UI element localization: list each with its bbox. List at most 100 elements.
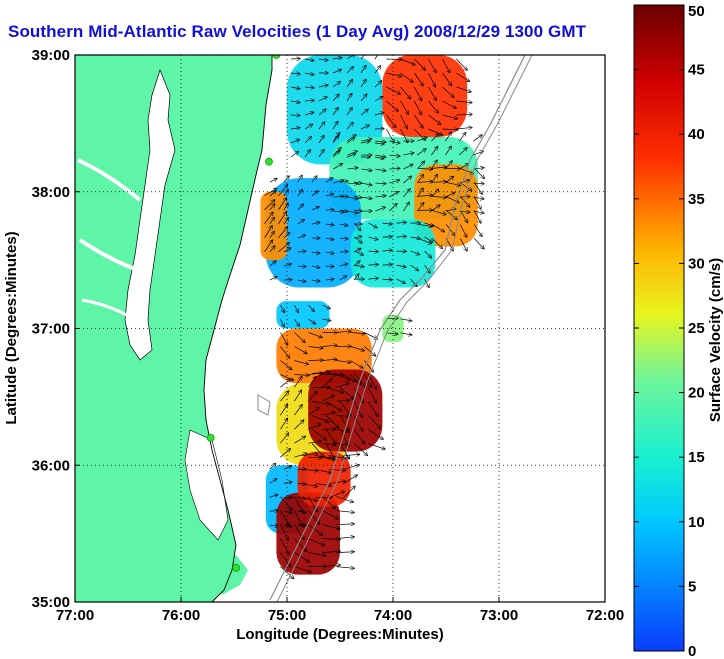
velocity-arrow <box>432 167 446 168</box>
radar-stations <box>206 52 281 572</box>
velocity-arrow <box>400 128 407 143</box>
y-axis-label: Latitude (Degrees:Minutes) <box>3 231 20 424</box>
velocity-arrow <box>346 108 352 116</box>
y-tick-label: 39:00 <box>32 47 70 64</box>
velocity-arrow <box>364 332 377 339</box>
velocity-arrow <box>389 192 398 198</box>
velocity-arrow <box>336 567 354 569</box>
velocity-arrow <box>311 207 319 211</box>
velocity-arrow <box>308 376 315 388</box>
velocity-arrow <box>360 94 367 102</box>
velocity-arrow <box>280 318 284 327</box>
velocity-arrow <box>340 373 356 382</box>
velocity-arrow <box>459 180 469 184</box>
velocity-arrow <box>389 168 399 169</box>
velocity-arrow <box>294 332 305 343</box>
velocity-arrow <box>280 449 290 458</box>
velocity-arrow <box>322 551 340 552</box>
velocity-arrow <box>312 401 330 405</box>
velocity-arrow <box>445 210 457 219</box>
velocity-arrow <box>322 379 332 388</box>
radar-station-marker[interactable] <box>272 52 281 59</box>
velocity-arrow <box>325 415 339 429</box>
velocity-arrow <box>374 96 383 102</box>
velocity-arrow <box>325 238 334 240</box>
velocity-arrow <box>339 443 349 459</box>
velocity-arrow <box>312 415 328 423</box>
velocity-arrow <box>459 133 465 142</box>
velocity-arrow <box>339 276 347 281</box>
x-tick-label: 75:00 <box>268 607 306 624</box>
velocity-arrow <box>304 112 314 116</box>
velocity-arrow <box>283 218 289 225</box>
velocity-arrow <box>308 332 322 338</box>
velocity-arrow <box>473 196 481 209</box>
velocity-arrow <box>343 465 359 470</box>
velocity-arrow <box>308 552 325 556</box>
velocity-arrow <box>386 114 395 127</box>
velocity-arrow <box>280 496 292 510</box>
velocity-arrow <box>361 183 371 185</box>
colorbar-tick-label: 35 <box>688 191 705 208</box>
velocity-arrow <box>301 470 318 471</box>
velocity-arrow <box>339 210 348 211</box>
velocity-arrow <box>280 304 284 312</box>
isobath-shoal <box>257 394 271 416</box>
velocity-arrow <box>354 222 361 230</box>
velocity-arrow <box>318 59 328 60</box>
velocity-arrow <box>325 194 334 196</box>
velocity-arrow <box>322 319 330 321</box>
chesapeake-bay <box>124 68 176 361</box>
velocity-arrow <box>382 265 392 266</box>
velocity-arrow <box>297 280 306 281</box>
velocity-arrow <box>339 238 348 239</box>
velocity-arrow <box>347 183 357 184</box>
velocity-arrow <box>294 510 302 527</box>
velocity-arrow <box>410 237 420 238</box>
velocity-arrow <box>280 332 287 346</box>
velocity-arrow <box>269 479 277 484</box>
x-axis-label: Longitude (Degrees:Minutes) <box>236 626 444 643</box>
velocity-arrow <box>332 136 338 144</box>
velocity-arrow <box>308 360 322 361</box>
velocity-arrow <box>360 125 369 130</box>
velocity-arrow <box>400 86 410 99</box>
velocity-arrow <box>264 226 273 238</box>
colorbar-label: Surface Velocity (cm/s) <box>707 258 724 422</box>
velocity-arrow <box>326 401 341 411</box>
velocity-arrow <box>318 97 327 102</box>
velocity-arrow <box>367 401 378 417</box>
velocity-arrow <box>368 222 377 228</box>
velocity-arrow <box>353 429 364 444</box>
velocity-arrow <box>283 203 288 211</box>
velocity-arrow <box>414 58 425 70</box>
colorbar-tick-label: 30 <box>688 255 705 272</box>
velocity-arrow <box>442 129 457 130</box>
y-tick-label: 35:00 <box>32 594 70 611</box>
velocity-arrow <box>297 190 303 197</box>
velocity-arrow <box>473 238 484 248</box>
radar-station-marker[interactable] <box>265 157 273 166</box>
velocity-arrow <box>322 304 330 308</box>
velocity-arrow <box>456 86 471 92</box>
velocity-arrow <box>442 86 453 97</box>
velocity-arrow <box>353 210 362 211</box>
velocity-arrow <box>431 147 437 156</box>
velocity-arrow <box>297 204 303 211</box>
velocity-arrow <box>361 169 371 171</box>
velocity-arrow <box>336 511 354 513</box>
colorbar-tick-label: 25 <box>688 320 705 337</box>
velocity-arrow <box>297 175 302 183</box>
velocity-arrow <box>311 176 317 183</box>
velocity-arrow <box>308 373 322 374</box>
velocity-arrow <box>396 236 406 237</box>
colorbar <box>633 4 685 652</box>
radar-station-marker[interactable] <box>232 563 241 572</box>
velocity-arrow <box>347 151 357 156</box>
radar-station-marker[interactable] <box>206 433 215 442</box>
velocity-arrow <box>304 87 314 88</box>
velocity-arrow <box>332 82 340 88</box>
velocity-arrow <box>280 360 291 370</box>
velocity-arrow <box>442 72 451 86</box>
